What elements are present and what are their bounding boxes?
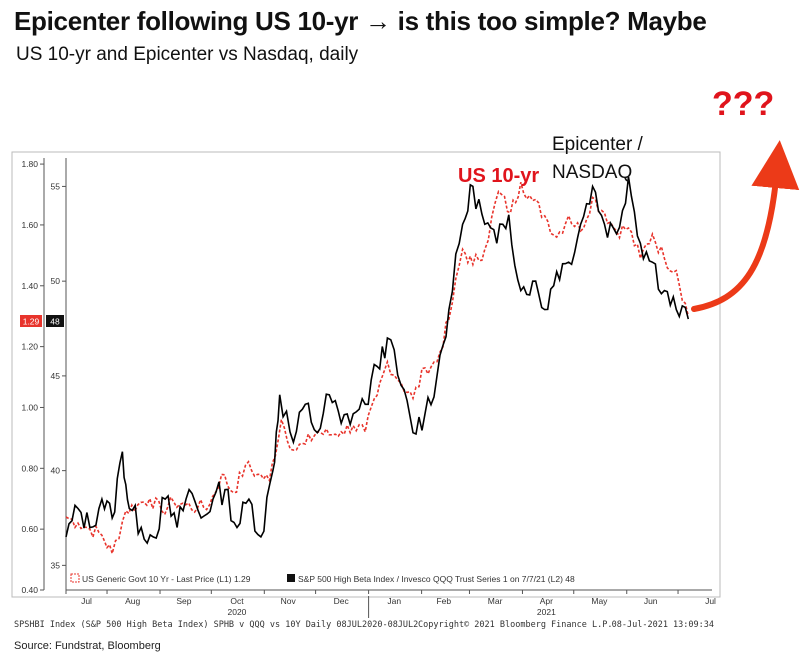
page-title: Epicenter following US 10-yr → is this t… bbox=[14, 6, 707, 36]
current-value-right: 48 bbox=[50, 317, 60, 327]
x-tick-label: Jul bbox=[705, 596, 716, 606]
series-us10yr-line bbox=[65, 182, 690, 557]
legend-swatch-us10yr bbox=[70, 573, 80, 583]
left-tick-label: 1.60 bbox=[21, 220, 38, 230]
x-tick-label: Oct bbox=[230, 596, 244, 606]
x-year-label: 2020 bbox=[227, 607, 246, 617]
x-tick-label: Dec bbox=[334, 596, 350, 606]
legend-swatch-epicenter bbox=[287, 574, 295, 582]
annotation-us10yr: US 10-yr bbox=[458, 165, 539, 187]
legend-us10yr: US Generic Govt 10 Yr - Last Price (L1) … bbox=[82, 574, 251, 584]
bloomberg-footer: SPSHBI Index (S&P 500 High Beta Index) S… bbox=[14, 620, 714, 630]
x-tick-label: Apr bbox=[540, 596, 553, 606]
left-tick-label: 0.60 bbox=[21, 524, 38, 534]
x-tick-label: Mar bbox=[488, 596, 503, 606]
right-tick-label: 55 bbox=[51, 181, 61, 191]
right-tick-label: 40 bbox=[51, 466, 61, 476]
legend-epicenter: S&P 500 High Beta Index / Invesco QQQ Tr… bbox=[298, 574, 575, 584]
x-year-label: 2021 bbox=[537, 607, 556, 617]
right-tick-label: 45 bbox=[51, 371, 61, 381]
trend-arrow bbox=[691, 140, 800, 312]
x-tick-label: Jan bbox=[387, 596, 401, 606]
annotation-question: ??? bbox=[712, 85, 774, 123]
left-tick-label: 1.20 bbox=[21, 342, 38, 352]
left-tick-label: 1.40 bbox=[21, 281, 38, 291]
x-tick-label: Sep bbox=[176, 596, 191, 606]
current-value-box-right bbox=[46, 315, 64, 327]
chart-frame bbox=[11, 151, 721, 598]
right-axis-ticks: 35 40 45 50 55 bbox=[51, 181, 66, 570]
current-value-box-left bbox=[20, 315, 42, 327]
chart: 0.40 0.60 0.80 1.00 1.20 1.40 1.60 1.80 35 40 45 5… bbox=[11, 85, 800, 618]
annotation-epicenter-line2: NASDAQ bbox=[552, 162, 632, 183]
current-value-left: 1.29 bbox=[23, 317, 40, 327]
page-subtitle: US 10-yr and Epicenter vs Nasdaq, daily bbox=[16, 44, 359, 65]
footer-timestamp: 08-Jul-2021 13:09:34 bbox=[611, 620, 714, 630]
source-note: Source: Fundstrat, Bloomberg bbox=[14, 640, 161, 652]
x-tick-label: May bbox=[591, 596, 608, 606]
right-tick-label: 35 bbox=[51, 560, 61, 570]
x-tick-label: Feb bbox=[436, 596, 451, 606]
right-tick-label: 50 bbox=[51, 276, 61, 286]
footer-copyright: Copyright© 2021 Bloomberg Finance L.P. bbox=[418, 620, 613, 630]
x-tick-label: Nov bbox=[281, 596, 297, 606]
left-tick-label: 0.40 bbox=[21, 585, 38, 595]
x-tick-label: Aug bbox=[125, 596, 140, 606]
x-tick-label: Jun bbox=[644, 596, 658, 606]
x-axis-ticks: Jul Aug Sep Oct Nov Dec Jan Feb Mar Apr May Jun Jul 2… bbox=[65, 590, 716, 618]
footer-index-info: SPSHBI Index (S&P 500 High Beta Index) S… bbox=[14, 620, 419, 630]
left-axis-ticks: 0.40 0.60 0.80 1.00 1.20 1.40 1.60 1.80 bbox=[21, 159, 44, 595]
left-tick-label: 1.00 bbox=[21, 402, 38, 412]
series-epicenter-line bbox=[65, 176, 690, 545]
left-tick-label: 0.80 bbox=[21, 463, 38, 473]
annotation-epicenter-line1: Epicenter / bbox=[552, 134, 644, 155]
left-tick-label: 1.80 bbox=[21, 159, 38, 169]
x-tick-label: Jul bbox=[81, 596, 92, 606]
